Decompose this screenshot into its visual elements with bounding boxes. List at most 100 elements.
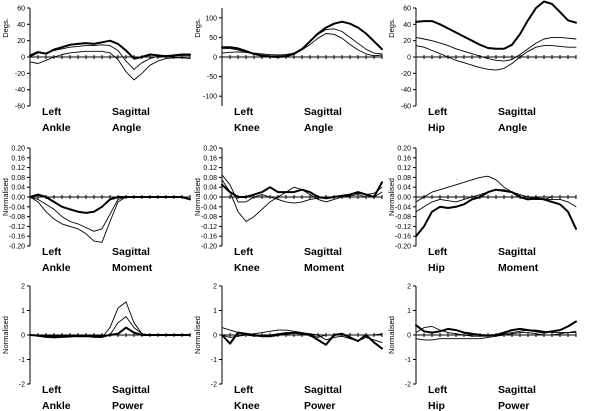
chart-panel: 2 1 0 -1 -2 Normalised Left Hip Sagittal Power [387, 284, 577, 411]
y-tick-label: -0.20 [395, 244, 411, 251]
y-axis-label: Normalised [387, 316, 396, 354]
y-tick-label: 20 [17, 38, 25, 45]
y-tick-label: -0.04 [395, 204, 411, 211]
y-tick-label: 0.04 [11, 185, 25, 192]
series-line [415, 45, 577, 71]
series-line [415, 330, 577, 341]
y-tick-label: 0.08 [397, 175, 411, 182]
y-tick-label: 0.16 [203, 155, 217, 162]
y-axis-label: Normalised [387, 178, 396, 216]
series-line [415, 0, 577, 50]
series-line [29, 301, 191, 339]
y-axis-label: Normalised [1, 178, 10, 216]
panel-title-word: Power [304, 400, 336, 411]
chart-panel: 60 40 20 0 -20 -40 -60 Degs. Left Hip Sagittal Angl… [387, 0, 577, 134]
series-line [221, 33, 383, 57]
y-tick-label: -0.08 [395, 214, 411, 221]
panel-title-word: Left [42, 106, 62, 118]
panel-title-word: Angle [304, 122, 333, 134]
y-tick-label: 20 [403, 38, 411, 45]
panel-title-word: Sagittal [112, 384, 150, 396]
chart-panel: 0.20 0.16 0.12 0.08 0.04 0.00 -0.04 -0.08 -0.12 -… [1, 146, 191, 274]
panel-title-word: Left [42, 246, 62, 258]
y-tick-label: 0.20 [203, 146, 217, 153]
series-line [29, 316, 191, 338]
series-line [415, 175, 577, 203]
y-tick-label: 0 [21, 55, 25, 62]
y-tick-label: 2 [407, 284, 411, 291]
panel-title-word: Hip [428, 122, 445, 134]
panel-title-word: Angle [498, 122, 527, 134]
y-axis-label: Degs. [193, 18, 202, 38]
y-tick-label: -0.08 [201, 214, 217, 221]
y-tick-label: 2 [21, 284, 25, 291]
panel-title-word: Power [498, 400, 530, 411]
y-axis-label: Normalised [193, 316, 202, 354]
y-tick-label: 50 [209, 35, 217, 42]
y-tick-label: -1 [19, 357, 25, 364]
y-axis-label: Degs. [1, 18, 10, 38]
y-tick-label: 0.00 [397, 195, 411, 202]
y-tick-label: 0 [213, 55, 217, 62]
y-tick-label: 0.04 [203, 185, 217, 192]
panel-title-word: Knee [234, 122, 260, 134]
y-tick-label: 0 [407, 333, 411, 340]
y-tick-label: -100 [203, 94, 217, 101]
y-tick-label: 2 [213, 284, 217, 291]
y-tick-label: -0.16 [9, 234, 25, 241]
series-line [221, 329, 383, 343]
chart-panel: 100 50 0 -50 -100 Degs. Left Knee Sagittal Angle [193, 8, 383, 134]
y-tick-label: -40 [15, 87, 25, 94]
y-tick-label: -0.20 [9, 244, 25, 251]
y-tick-label: 0 [407, 55, 411, 62]
panel-title-word: Moment [498, 262, 539, 274]
chart-panel: 60 40 20 0 -20 -40 -60 Degs. Left Ankle Sagittal An… [1, 6, 191, 134]
y-tick-label: 100 [205, 15, 217, 22]
y-tick-label: -0.04 [9, 204, 25, 211]
chart-panel: 0.20 0.16 0.12 0.08 0.04 0.00 -0.04 -0.08 -0.12 -… [193, 146, 383, 274]
y-tick-label: 1 [407, 308, 411, 315]
y-tick-label: 40 [403, 22, 411, 29]
series-line [415, 325, 577, 337]
panel-title-word: Moment [304, 262, 345, 274]
y-tick-label: -0.16 [201, 234, 217, 241]
panel-title-word: Knee [234, 400, 260, 411]
series-line [415, 189, 577, 213]
chart-panel: 2 1 0 -1 -2 Normalised Left Knee Sagittal Power [193, 284, 383, 411]
panel-title-word: Left [234, 246, 254, 258]
panel-title-word: Sagittal [304, 106, 342, 118]
y-tick-label: 0.16 [11, 155, 25, 162]
panel-title-word: Sagittal [304, 384, 342, 396]
y-tick-label: -2 [405, 382, 411, 389]
panel-title-word: Moment [112, 262, 153, 274]
y-tick-label: 0.08 [11, 175, 25, 182]
y-tick-label: 0.20 [11, 146, 25, 153]
panel-title-word: Sagittal [498, 106, 536, 118]
y-tick-label: 0 [21, 333, 25, 340]
series-line [221, 179, 383, 222]
y-tick-label: 0.08 [203, 175, 217, 182]
y-tick-label: -20 [15, 71, 25, 78]
panel-title-word: Left [234, 106, 254, 118]
y-axis-label: Degs. [387, 18, 396, 38]
panel-title-word: Left [428, 246, 448, 258]
panel-title-word: Left [428, 384, 448, 396]
y-tick-label: 0.00 [203, 195, 217, 202]
panel-title-word: Sagittal [498, 384, 536, 396]
panel-title-word: Sagittal [498, 246, 536, 258]
y-tick-label: -2 [19, 382, 25, 389]
panel-title-word: Left [42, 384, 62, 396]
series-line [221, 327, 383, 338]
y-tick-label: -0.12 [201, 224, 217, 231]
y-tick-label: 0 [213, 333, 217, 340]
y-tick-label: 1 [213, 308, 217, 315]
panel-title-word: Hip [428, 400, 445, 411]
panel-title-word: Ankle [42, 122, 71, 134]
panel-title-word: Power [112, 400, 144, 411]
panel-title-word: Left [428, 106, 448, 118]
y-tick-label: -2 [211, 382, 217, 389]
series-line [29, 50, 191, 81]
panel-title-word: Left [234, 384, 254, 396]
y-tick-label: -0.16 [395, 234, 411, 241]
